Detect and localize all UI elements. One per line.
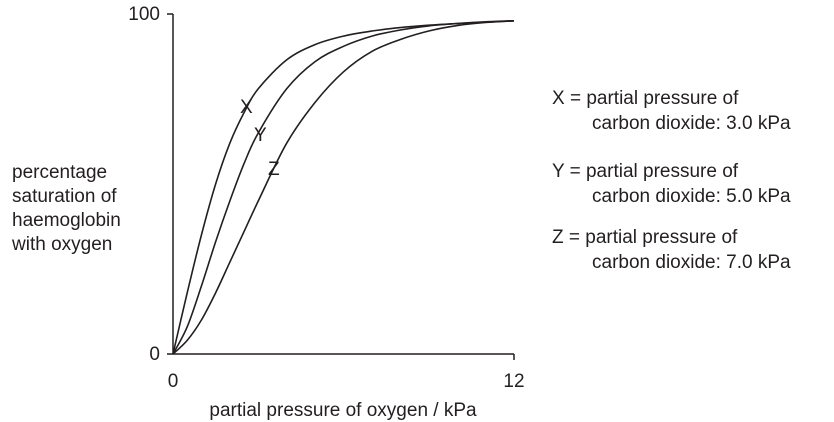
y-axis-label: percentage saturation of haemoglobin wit… xyxy=(12,161,172,257)
legend-line: carbon dioxide: 3.0 kPa xyxy=(592,113,791,134)
y-axis-label-line: percentage xyxy=(12,162,108,183)
legend-line: Y = partial pressure of xyxy=(552,161,739,182)
series-layer xyxy=(172,20,515,355)
legend-entry-z: Z = partial pressure of carbon dioxide: … xyxy=(552,225,791,275)
series-line-y xyxy=(172,20,515,355)
x-tick-label-left: 0 xyxy=(168,371,179,392)
x-tick-label-right: 12 xyxy=(503,371,524,392)
curve-label-y: Y xyxy=(254,125,267,146)
y-axis-label-line: haemoglobin xyxy=(12,210,121,231)
y-tick-label-top: 100 xyxy=(128,4,160,25)
legend-entry-y: Y = partial pressure of carbon dioxide: … xyxy=(552,159,791,209)
legend-line: Z = partial pressure of xyxy=(552,227,738,248)
x-axis-label: partial pressure of oxygen / kPa xyxy=(209,400,477,421)
legend-entry-x: X = partial pressure of carbon dioxide: … xyxy=(552,86,791,136)
legend-line: carbon dioxide: 5.0 kPa xyxy=(592,186,791,207)
curve-label-z: Z xyxy=(268,159,280,180)
y-tick-label-bottom: 0 xyxy=(149,344,160,365)
legend-line: X = partial pressure of xyxy=(552,88,739,109)
legend-line: carbon dioxide: 7.0 kPa xyxy=(592,252,791,273)
curve-label-x: X xyxy=(240,97,253,118)
y-axis-label-line: saturation of xyxy=(12,186,117,207)
y-axis-label-line: with oxygen xyxy=(12,234,113,255)
series-line-z xyxy=(172,20,515,355)
